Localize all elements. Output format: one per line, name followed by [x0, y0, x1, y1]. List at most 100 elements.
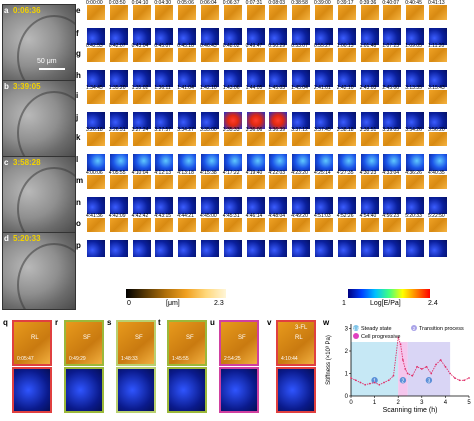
image-tile — [382, 217, 403, 233]
image-tile — [177, 239, 198, 258]
image-tile — [108, 196, 129, 215]
panel-label: b — [4, 82, 9, 91]
image-tile — [336, 239, 357, 258]
image-tile — [405, 27, 426, 46]
image-tile — [268, 196, 289, 215]
x-tick-label: 4 — [444, 400, 448, 406]
timestamp: 1:45:04 — [291, 85, 308, 91]
stiffness-colorbar-max: 2.4 — [428, 300, 438, 307]
timestamp: 4:13:18 — [177, 170, 194, 176]
image-tile — [177, 174, 198, 190]
data-point — [458, 379, 461, 382]
image-tile — [291, 69, 312, 88]
structure-label: SF — [83, 335, 91, 341]
y-tick-label: 3 — [345, 327, 349, 333]
legend-swatch — [353, 333, 359, 339]
timestamp: 0:40:45 — [405, 0, 422, 6]
image-tile — [291, 174, 312, 190]
image-tile — [86, 174, 106, 190]
timestamp: 0:41:13 — [428, 0, 445, 6]
image-tile — [154, 131, 175, 147]
timestamp: 2:42:10 — [336, 85, 354, 91]
image-tile — [177, 196, 198, 215]
image-tile — [382, 111, 403, 130]
timestamp: 4:43:15 — [154, 213, 172, 219]
image-tile — [428, 69, 448, 88]
image-tile — [336, 153, 357, 172]
stiffness-colorbar-min: 1 — [342, 300, 346, 307]
image-tile — [268, 174, 289, 190]
data-point — [463, 379, 466, 382]
image-tile — [222, 217, 243, 233]
structure-label: RL — [31, 335, 39, 341]
image-tile — [336, 196, 357, 215]
timestamp: 4:45:00 — [200, 213, 217, 219]
image-tile — [359, 153, 380, 172]
image-tile — [108, 174, 129, 190]
timestamp: 4:22:03 — [268, 170, 286, 176]
timestamp: 3:15:43 — [428, 85, 445, 91]
phase-marker — [399, 377, 407, 384]
image-tile — [428, 27, 448, 46]
image-tile — [154, 217, 175, 233]
image-tile — [314, 131, 334, 147]
data-point — [373, 381, 376, 384]
image-tile — [200, 47, 220, 63]
image-tile — [222, 174, 243, 190]
image-tile — [314, 217, 334, 233]
image-tile — [108, 131, 129, 147]
zoom-time: 4:10:44 — [281, 356, 298, 362]
timestamp: 0:05:06 — [177, 0, 194, 6]
image-tile — [359, 89, 380, 105]
image-tile — [336, 217, 357, 233]
timestamp: 1:09:05 — [405, 43, 422, 49]
data-point — [420, 368, 423, 370]
image-tile — [131, 69, 152, 88]
image-tile — [154, 174, 175, 190]
image-tile — [222, 69, 243, 88]
data-point — [350, 377, 352, 379]
data-point — [359, 381, 362, 384]
structure-label: RL — [295, 335, 303, 341]
legend-badge: 2 — [413, 326, 416, 331]
timestamp: 4:25:14 — [314, 170, 331, 176]
stiffness-colorbar-unit: Log[E/Pa] — [370, 300, 401, 307]
micrograph-time: 3:39:05 — [13, 82, 41, 91]
legend-label: Steady state — [361, 326, 392, 332]
zoom-time: 1:45:55 — [172, 356, 189, 362]
image-tile — [108, 69, 129, 88]
image-tile — [291, 27, 312, 46]
image-tile — [359, 131, 380, 147]
image-tile — [405, 174, 426, 190]
zoom-stiffness — [64, 367, 104, 413]
image-tile — [268, 131, 289, 147]
image-tile — [245, 239, 266, 258]
row-label-g: g — [76, 49, 81, 58]
timestamp: 2:45:00 — [382, 85, 400, 91]
panel-label: d — [4, 234, 9, 243]
image-tile — [108, 217, 129, 233]
zoom-stiffness — [116, 367, 156, 413]
timestamp: 0:42:07 — [108, 43, 126, 49]
image-tile — [359, 4, 380, 21]
image-tile — [268, 27, 289, 46]
image-tile — [245, 4, 266, 21]
image-tile — [200, 196, 220, 215]
scale-bar-label: 50 μm — [37, 58, 57, 65]
timestamp: 1:42:10 — [200, 85, 217, 91]
timestamp: 0:04:30 — [154, 0, 172, 6]
data-point — [399, 343, 402, 346]
x-tick-label: 3 — [420, 400, 424, 406]
data-point — [435, 363, 437, 366]
structure-label: SF — [135, 335, 143, 341]
timestamp: 1:35:20 — [108, 85, 126, 91]
image-tile — [314, 27, 334, 46]
row-label-e: e — [76, 6, 81, 15]
timestamp: 4:12:13 — [154, 170, 172, 176]
data-point — [402, 359, 404, 361]
image-tile — [131, 196, 152, 215]
image-tile — [359, 196, 380, 215]
image-tile — [86, 239, 106, 258]
image-tile — [108, 111, 129, 130]
timestamp: 3:34:27 — [177, 127, 194, 133]
